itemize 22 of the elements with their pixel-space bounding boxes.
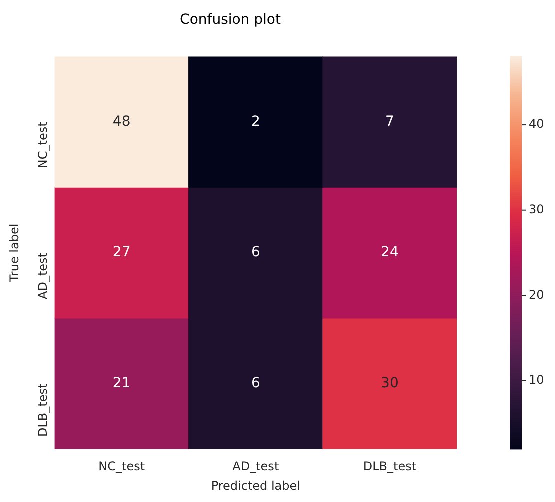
- color-bar-label: 20: [529, 288, 544, 302]
- data-label: 27: [112, 244, 131, 261]
- y-axis-title: True label: [7, 224, 22, 284]
- data-label: 30: [381, 375, 399, 392]
- data-label: 6: [251, 375, 260, 392]
- y-tick-label: AD_test: [36, 252, 50, 300]
- y-tick-label: DLB_test: [36, 384, 50, 438]
- data-label: 6: [251, 244, 260, 261]
- data-label: 48: [112, 114, 131, 130]
- data-label: 2: [251, 114, 260, 130]
- color-bar-label: 30: [529, 202, 544, 216]
- x-tick-label: AD_test: [232, 460, 280, 474]
- data-label: 21: [112, 375, 131, 392]
- color-bar-label: 10: [529, 373, 544, 388]
- x-tick-label: DLB_test: [363, 460, 417, 474]
- y-tick-label: NC_test: [36, 122, 50, 169]
- data-label: 24: [381, 244, 399, 261]
- color-bar-label: 40: [529, 117, 544, 132]
- chart-title: Confusion plot: [180, 12, 282, 28]
- x-tick-label: NC_test: [98, 460, 146, 474]
- data-label: 7: [386, 114, 394, 130]
- x-axis-title: Predicted label: [211, 478, 300, 493]
